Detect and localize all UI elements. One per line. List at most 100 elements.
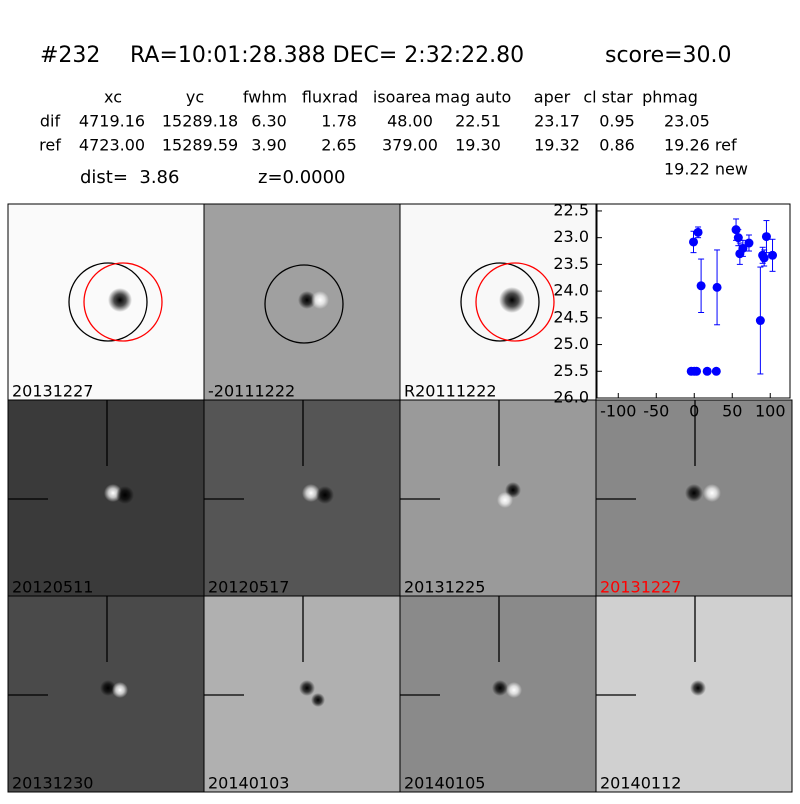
panel-label: 20131227 bbox=[12, 382, 93, 401]
y-tick-label: 25.0 bbox=[553, 334, 589, 353]
point bbox=[702, 366, 712, 376]
column-header: isoarea bbox=[373, 88, 431, 107]
table-cell: 0.95 bbox=[599, 112, 635, 131]
source bbox=[506, 682, 522, 698]
score: score=30.0 bbox=[605, 43, 732, 68]
source bbox=[311, 291, 329, 309]
table-cell: 4719.16 bbox=[79, 112, 145, 131]
panel-label: 20131230 bbox=[12, 774, 93, 793]
table-cell: 379.00 bbox=[382, 136, 438, 155]
source bbox=[492, 680, 508, 696]
point bbox=[711, 366, 721, 376]
circle bbox=[68, 262, 148, 342]
source bbox=[316, 486, 334, 504]
circle bbox=[83, 262, 163, 342]
point bbox=[755, 316, 765, 326]
panel-label: 20131227 bbox=[600, 578, 681, 597]
table-cell: 19.26 ref bbox=[664, 136, 737, 155]
source bbox=[499, 287, 525, 313]
column-header: aper bbox=[534, 88, 571, 107]
table-cell: 6.30 bbox=[251, 112, 287, 131]
table-cell: 15289.59 bbox=[162, 136, 238, 155]
table-cell: 19.32 bbox=[534, 136, 580, 155]
column-header: yc bbox=[186, 88, 204, 107]
point bbox=[738, 243, 748, 253]
panel-label: R20111222 bbox=[404, 382, 497, 401]
circle bbox=[460, 262, 540, 342]
circle bbox=[264, 264, 344, 344]
source bbox=[108, 288, 132, 312]
x-tick-label: -50 bbox=[643, 402, 669, 421]
source bbox=[703, 484, 721, 502]
table-cell: dif bbox=[40, 112, 61, 131]
column-header: fwhm bbox=[243, 88, 287, 107]
table-cell: 23.05 bbox=[664, 112, 710, 131]
redshift: z=0.0000 bbox=[258, 167, 346, 188]
column-header: cl star bbox=[583, 88, 633, 107]
point bbox=[768, 250, 778, 260]
source bbox=[112, 682, 128, 698]
point bbox=[696, 281, 706, 291]
x-tick-label: -100 bbox=[600, 402, 636, 421]
source bbox=[116, 486, 134, 504]
y-tick-label: 24.5 bbox=[553, 307, 589, 326]
image bbox=[7, 203, 205, 401]
source bbox=[690, 680, 706, 696]
point bbox=[744, 238, 754, 248]
coordinates: RA=10:01:28.388 DEC= 2:32:22.80 bbox=[130, 43, 524, 68]
source bbox=[302, 484, 320, 502]
y-tick-label: 23.5 bbox=[553, 254, 589, 273]
panel-label: 20140112 bbox=[600, 774, 681, 793]
x-tick-label: 0 bbox=[689, 402, 699, 421]
table-cell: 19.30 bbox=[455, 136, 501, 155]
y-tick-label: 24.0 bbox=[553, 281, 589, 300]
column-header: fluxrad bbox=[302, 88, 358, 107]
y-tick-label: 22.5 bbox=[553, 200, 589, 219]
x-tick-label: 50 bbox=[722, 402, 742, 421]
point bbox=[693, 227, 703, 237]
crosshairs bbox=[8, 400, 696, 696]
table-cell: ref bbox=[39, 136, 61, 155]
table-cell: 4723.00 bbox=[79, 136, 145, 155]
table-cell: 22.51 bbox=[455, 112, 501, 131]
point bbox=[759, 253, 769, 263]
circle bbox=[475, 262, 555, 342]
column-header: phmag bbox=[642, 88, 698, 107]
phmag-new: 19.22 new bbox=[664, 160, 748, 179]
panel-label: 20120517 bbox=[208, 578, 289, 597]
image bbox=[203, 399, 401, 597]
y-tick-label: 25.5 bbox=[553, 361, 589, 380]
point bbox=[761, 232, 771, 242]
point bbox=[689, 237, 698, 247]
table-cell: 3.90 bbox=[251, 136, 287, 155]
panel-label: 20140105 bbox=[404, 774, 485, 793]
dist: dist= 3.86 bbox=[80, 167, 179, 188]
x-tick-label: 100 bbox=[755, 402, 786, 421]
panels bbox=[7, 203, 793, 793]
y-tick-label: 26.0 bbox=[553, 388, 589, 407]
table-cell: 48.00 bbox=[387, 112, 433, 131]
source bbox=[685, 484, 703, 502]
source bbox=[100, 680, 116, 696]
table-cell: 0.86 bbox=[599, 136, 635, 155]
source bbox=[497, 492, 513, 508]
source bbox=[311, 693, 325, 707]
object-id: #232 bbox=[40, 43, 100, 68]
panel-label: 20140103 bbox=[208, 774, 289, 793]
panel-label: 20120511 bbox=[12, 578, 93, 597]
source bbox=[299, 680, 315, 696]
point bbox=[692, 366, 702, 376]
source bbox=[298, 291, 316, 309]
point bbox=[712, 282, 722, 292]
panel-label: -20111222 bbox=[208, 382, 295, 401]
column-header: xc bbox=[104, 88, 122, 107]
column-header: mag auto bbox=[435, 88, 512, 107]
table-cell: 15289.18 bbox=[162, 112, 238, 131]
panel-label: 20131225 bbox=[404, 578, 485, 597]
y-tick-label: 23.0 bbox=[553, 227, 589, 246]
table-cell: 23.17 bbox=[534, 112, 580, 131]
table-cell: 1.78 bbox=[321, 112, 357, 131]
table-cell: 2.65 bbox=[321, 136, 357, 155]
